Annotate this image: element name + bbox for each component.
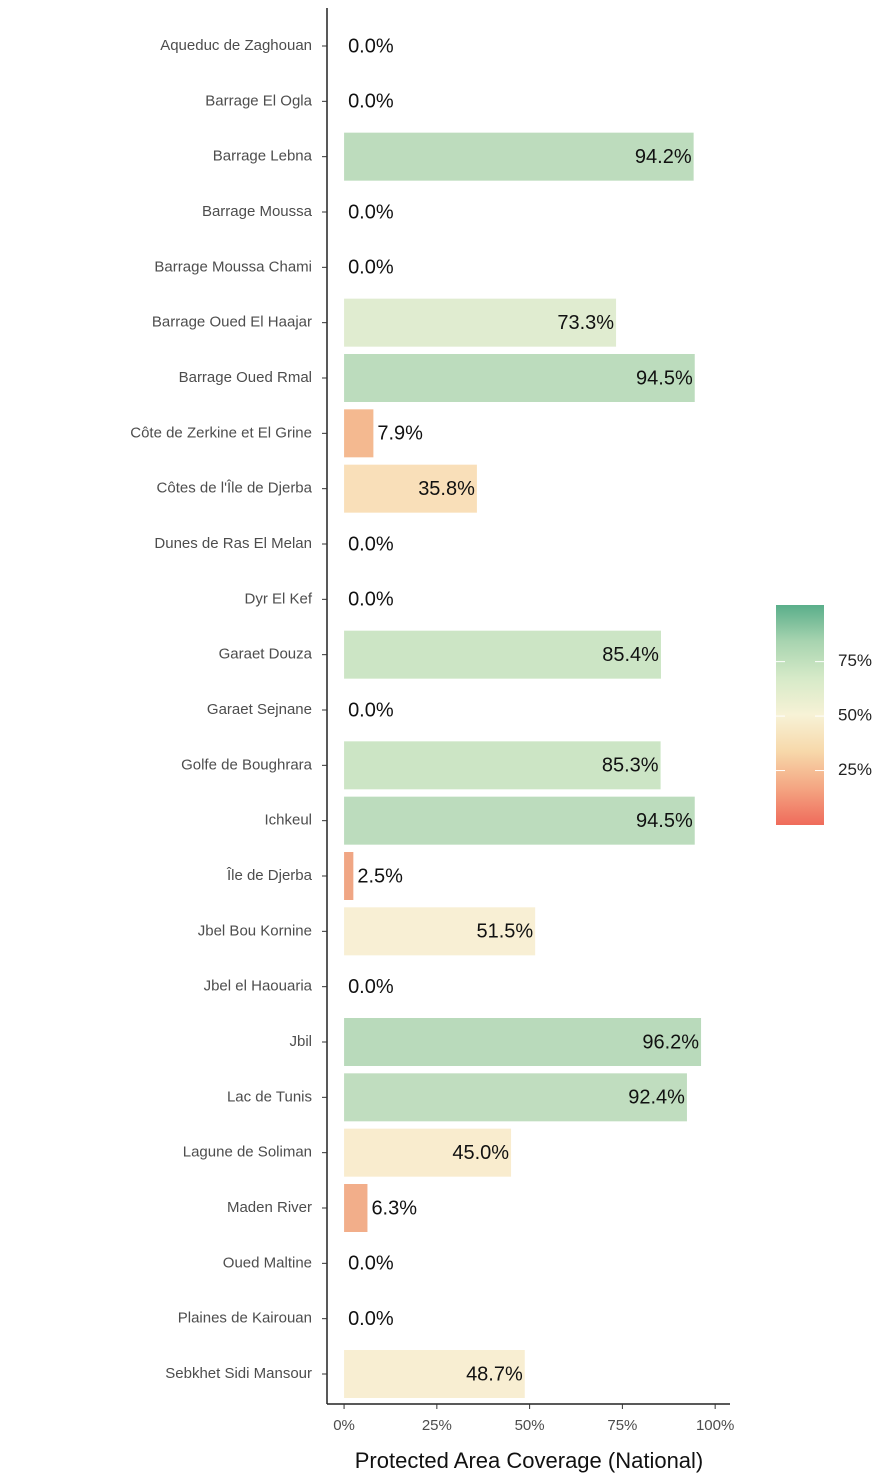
category-label: Côte de Zerkine et El Grine: [130, 424, 312, 441]
bar: [344, 132, 694, 181]
value-label: 0.0%: [348, 589, 394, 611]
value-label: 51.5%: [476, 921, 533, 943]
bar: [344, 298, 617, 347]
value-label: 0.0%: [348, 699, 394, 721]
category-label: Maden River: [227, 1199, 312, 1216]
bar: [344, 907, 536, 956]
value-label: 35.8%: [418, 478, 475, 500]
bar: [344, 354, 695, 402]
value-label: 73.3%: [557, 312, 614, 334]
x-tick-label: 25%: [422, 1417, 452, 1434]
bar: [344, 1184, 368, 1232]
value-label: 0.0%: [348, 91, 394, 113]
bar: [344, 852, 354, 900]
category-label: Oued Maltine: [223, 1254, 312, 1271]
value-label: 0.0%: [348, 976, 394, 998]
value-label: 94.2%: [635, 146, 692, 168]
category-label: Barrage Moussa: [202, 203, 313, 220]
category-label: Côtes de l'Île de Djerba: [157, 480, 313, 497]
category-label: Dunes de Ras El Melan: [154, 535, 312, 552]
bar: [344, 630, 661, 679]
bar: [344, 1073, 687, 1122]
value-label: 92.4%: [628, 1087, 685, 1109]
value-label: 96.2%: [642, 1031, 699, 1053]
value-label: 2.5%: [357, 865, 403, 887]
category-label: Jbel Bou Kornine: [198, 922, 312, 939]
value-label: 0.0%: [348, 1308, 394, 1330]
value-label: 0.0%: [348, 533, 394, 555]
category-label: Barrage Oued Rmal: [179, 369, 312, 386]
x-tick-label: 50%: [515, 1417, 545, 1434]
colorbar-label: 25%: [838, 760, 872, 779]
value-label: 94.5%: [636, 367, 693, 389]
x-tick-label: 75%: [607, 1417, 637, 1434]
value-label: 0.0%: [348, 201, 394, 223]
value-label: 0.0%: [348, 35, 394, 57]
value-label: 7.9%: [377, 423, 423, 445]
category-label: Ichkeul: [264, 812, 312, 829]
category-label: Plaines de Kairouan: [178, 1310, 312, 1327]
value-label: 6.3%: [371, 1197, 417, 1219]
value-label: 85.3%: [602, 755, 659, 777]
value-label: 85.4%: [602, 644, 659, 666]
bar: [344, 1350, 525, 1398]
x-tick-label: 100%: [696, 1417, 734, 1434]
colorbar: [776, 605, 824, 825]
bar: [344, 464, 477, 513]
bar: [344, 1018, 702, 1066]
category-label: Île de Djerba: [226, 867, 313, 884]
category-label: Lagune de Soliman: [183, 1144, 312, 1161]
bar: [344, 796, 695, 845]
category-label: Aqueduc de Zaghouan: [160, 37, 312, 54]
value-label: 0.0%: [348, 257, 394, 279]
category-label: Barrage Moussa Chami: [154, 258, 312, 275]
category-label: Jbel el Haouaria: [204, 978, 313, 995]
value-label: 0.0%: [348, 1253, 394, 1275]
category-label: Dyr El Kef: [244, 590, 312, 607]
x-axis-title: Protected Area Coverage (National): [355, 1448, 704, 1473]
colorbar-label: 75%: [838, 651, 872, 670]
category-label: Jbil: [289, 1033, 312, 1050]
value-label: 48.7%: [466, 1363, 523, 1385]
category-label: Garaet Sejnane: [207, 701, 312, 718]
x-tick-label: 0%: [333, 1417, 355, 1434]
category-label: Barrage El Ogla: [205, 92, 312, 109]
bar: [344, 741, 661, 790]
category-label: Barrage Oued El Haajar: [152, 314, 312, 331]
category-label: Garaet Douza: [219, 646, 313, 663]
category-label: Sebkhet Sidi Mansour: [165, 1365, 312, 1382]
bar: [344, 409, 374, 458]
value-label: 45.0%: [452, 1142, 509, 1164]
bar: [344, 1128, 512, 1177]
category-label: Barrage Lebna: [213, 148, 313, 165]
category-label: Lac de Tunis: [227, 1088, 312, 1105]
category-label: Golfe de Boughrara: [181, 756, 313, 773]
value-label: 94.5%: [636, 810, 693, 832]
colorbar-label: 50%: [838, 706, 872, 725]
